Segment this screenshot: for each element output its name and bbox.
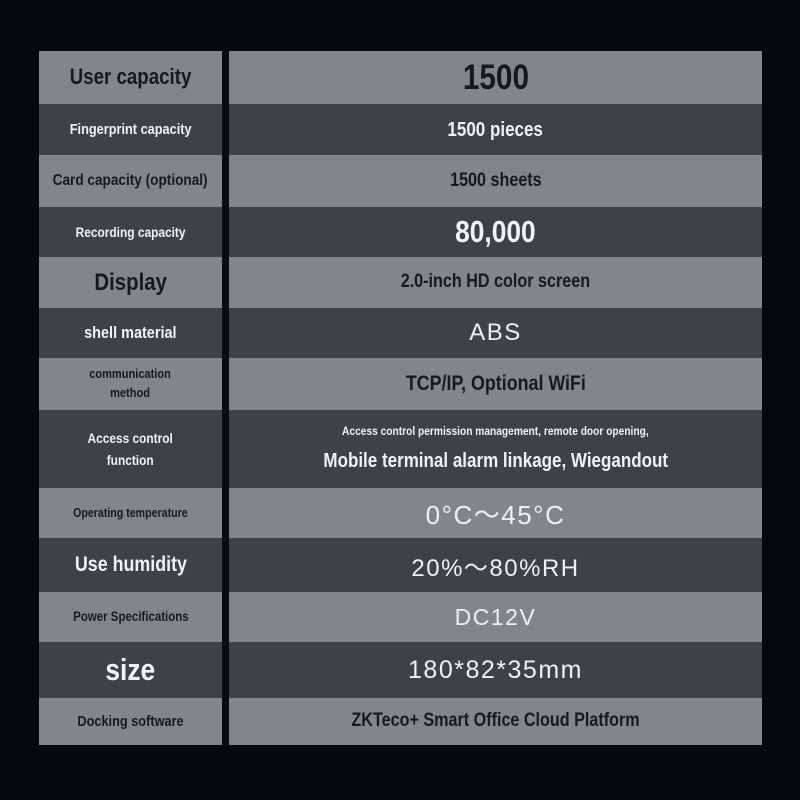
spec-row-docking-software: Docking software ZKTeco+ Smart Office Cl… (39, 698, 762, 745)
column-divider (222, 538, 229, 592)
row-label: Use humidity (74, 553, 187, 577)
column-divider (222, 155, 229, 207)
row-value: 1500 sheets (449, 169, 542, 191)
value-cell: ZKTeco+ Smart Office Cloud Platform (229, 698, 762, 745)
label-cell: Fingerprint capacity (39, 104, 222, 155)
row-label: Access control function (87, 429, 174, 468)
label-cell: Display (39, 257, 222, 308)
row-value-line-1: Access control permission management, re… (342, 423, 649, 438)
value-cell: ABS (229, 308, 762, 358)
row-label: Recording capacity (75, 223, 186, 240)
spec-row-card-capacity: Card capacity (optional) 1500 sheets (39, 155, 762, 207)
column-divider (222, 698, 229, 745)
column-divider (222, 488, 229, 538)
row-label: communication method (89, 366, 172, 400)
label-cell: Power Specifications (39, 592, 222, 642)
column-divider (222, 51, 229, 104)
column-divider (222, 104, 229, 155)
label-cell: User capacity (39, 51, 222, 104)
row-value: TCP/IP, Optional WiFi (405, 372, 586, 396)
column-divider (222, 207, 229, 257)
row-value: ZKTeco+ Smart Office Cloud Platform (351, 710, 640, 732)
spec-row-access-control-function: Access control function Access control p… (39, 410, 762, 488)
spec-row-user-capacity: User capacity 1500 (39, 51, 762, 104)
value-cell: 1500 sheets (229, 155, 762, 207)
row-label: Power Specifications (72, 609, 189, 625)
label-cell: Card capacity (optional) (39, 155, 222, 207)
column-divider (222, 358, 229, 410)
spec-row-power-specifications: Power Specifications DC12V (39, 592, 762, 642)
spec-row-operating-temperature: Operating temperature 0°C～45°C (39, 488, 762, 538)
label-cell: Use humidity (39, 538, 222, 592)
row-label: Card capacity (optional) (53, 171, 208, 189)
value-cell: 2.0-inch HD color screen (229, 257, 762, 308)
row-value: 180*82*35mm (408, 655, 583, 684)
row-value: 2.0-inch HD color screen (400, 271, 591, 293)
value-cell: Access control permission management, re… (229, 410, 762, 488)
column-divider (222, 592, 229, 642)
row-value-line-2: Mobile terminal alarm linkage, Wiegandou… (323, 450, 668, 473)
spec-row-fingerprint-capacity: Fingerprint capacity 1500 pieces (39, 104, 762, 155)
value-cell: DC12V (229, 592, 762, 642)
value-cell: 180*82*35mm (229, 642, 762, 698)
label-cell: Operating temperature (39, 488, 222, 538)
spec-row-communication-method: communication method TCP/IP, Optional Wi… (39, 358, 762, 410)
row-label: Display (94, 268, 167, 296)
label-cell: size (39, 642, 222, 698)
row-label: size (105, 651, 156, 687)
column-divider (222, 642, 229, 698)
row-value: 1500 pieces (447, 118, 544, 141)
value-cell: 0°C～45°C (229, 488, 762, 538)
row-value: 80,000 (455, 213, 536, 249)
value-cell: 20%～80%RH (229, 538, 762, 592)
column-divider (222, 308, 229, 358)
spec-row-size: size 180*82*35mm (39, 642, 762, 698)
label-cell: Access control function (39, 410, 222, 488)
value-cell: 1500 (229, 51, 762, 104)
row-label: Fingerprint capacity (69, 120, 192, 138)
spec-row-use-humidity: Use humidity 20%～80%RH (39, 538, 762, 592)
label-cell: Docking software (39, 698, 222, 745)
value-cell: 80,000 (229, 207, 762, 257)
spec-table: User capacity 1500 Fingerprint capacity … (39, 51, 762, 745)
value-cell: 1500 pieces (229, 104, 762, 155)
spec-row-display: Display 2.0-inch HD color screen (39, 257, 762, 308)
row-value: DC12V (454, 603, 537, 630)
row-value: 1500 (462, 57, 529, 97)
label-cell: communication method (39, 358, 222, 410)
spec-row-recording-capacity: Recording capacity 80,000 (39, 207, 762, 257)
row-label: shell material (84, 322, 177, 342)
row-value: 0°C～45°C (425, 499, 566, 530)
label-cell: shell material (39, 308, 222, 358)
value-cell: TCP/IP, Optional WiFi (229, 358, 762, 410)
row-value: 20%～80%RH (411, 554, 580, 582)
column-divider (222, 257, 229, 308)
row-value: ABS (469, 319, 522, 346)
row-label: User capacity (69, 64, 192, 90)
row-label: Operating temperature (73, 505, 188, 520)
label-cell: Recording capacity (39, 207, 222, 257)
column-divider (222, 410, 229, 488)
spec-row-shell-material: shell material ABS (39, 308, 762, 358)
row-label: Docking software (77, 712, 184, 730)
